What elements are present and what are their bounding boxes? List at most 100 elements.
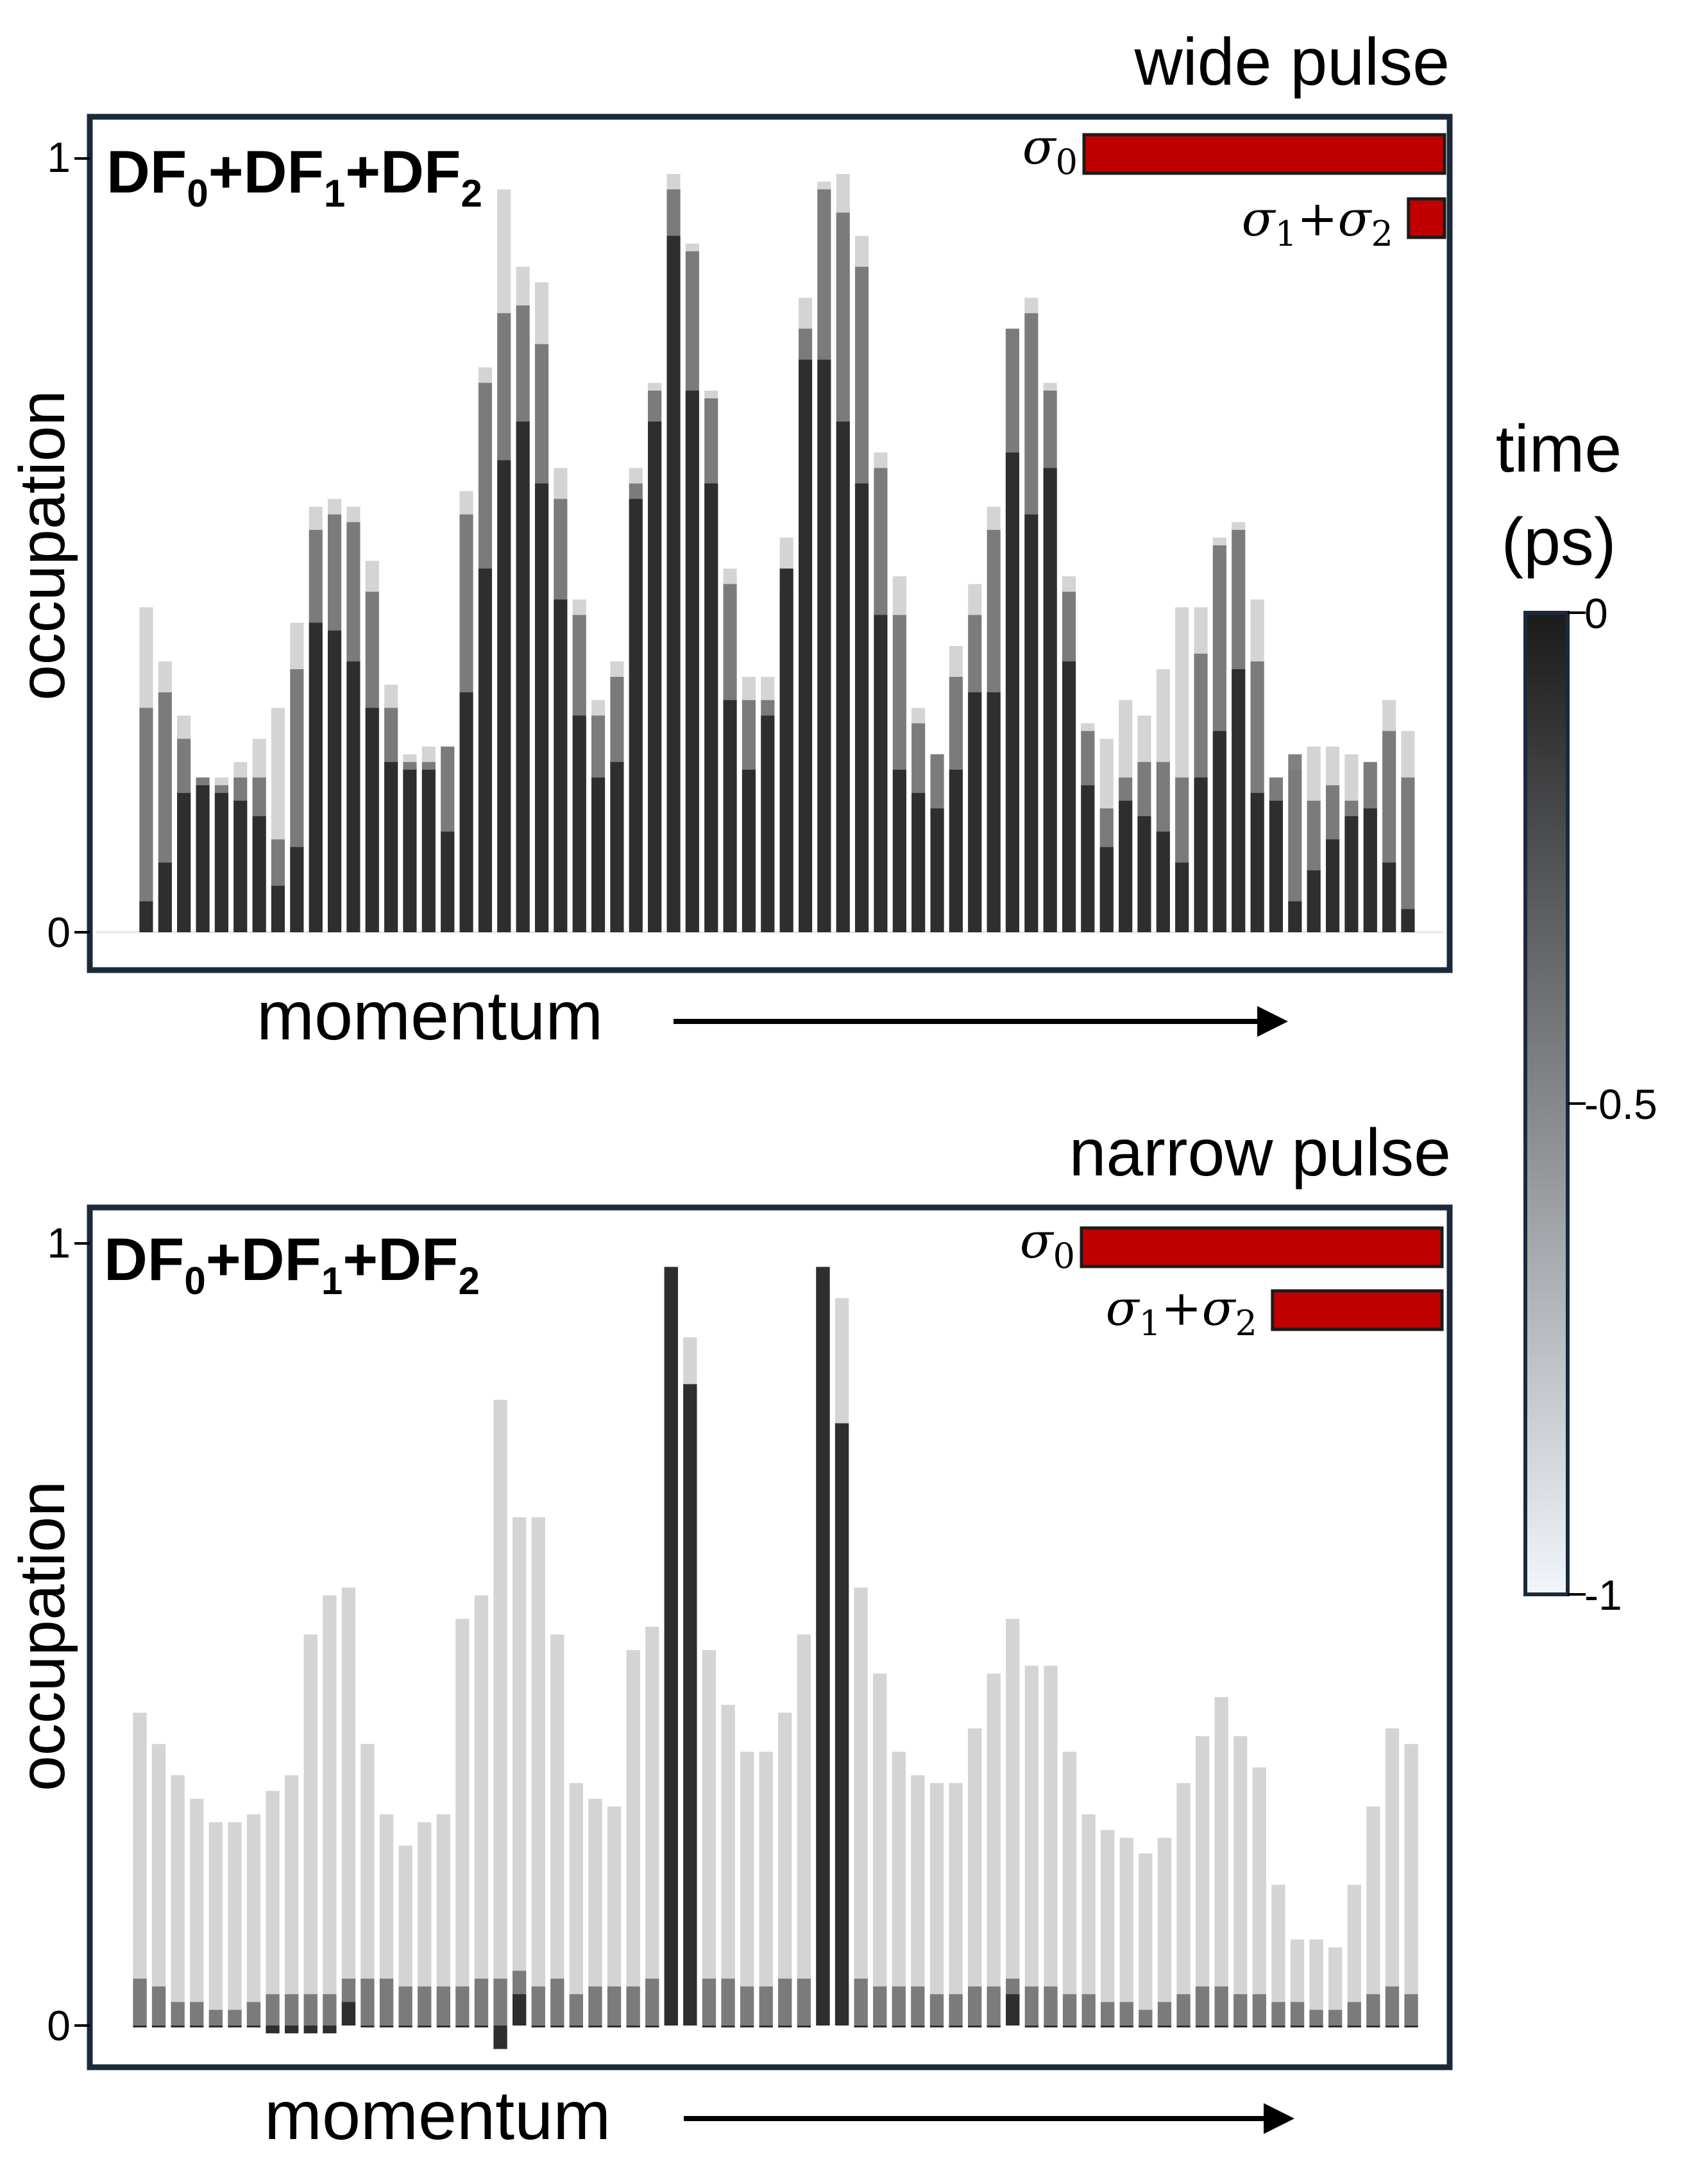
- bar: [151, 1986, 166, 2026]
- bar: [987, 1986, 1001, 2026]
- bar: [1119, 2026, 1133, 2027]
- bar: [531, 1986, 545, 2026]
- bar: [648, 422, 662, 932]
- bar: [1290, 2026, 1305, 2027]
- bar: [1344, 816, 1359, 932]
- bar: [1309, 2009, 1323, 2026]
- colorbar-ticks: 0 -0.5 -1: [1568, 590, 1657, 1619]
- bar: [1214, 2026, 1228, 2027]
- y-tick-0: 0: [47, 909, 71, 956]
- bar: [1347, 1884, 1361, 2026]
- bar: [854, 2026, 868, 2027]
- bar: [1404, 1744, 1418, 2026]
- bar: [873, 2026, 887, 2027]
- sigma12-bar: [1271, 1289, 1444, 1331]
- bar: [723, 700, 737, 932]
- colorbar-gradient: [1523, 611, 1570, 1596]
- bar: [817, 359, 831, 932]
- bar: [740, 1752, 754, 2026]
- bar: [892, 1986, 906, 2026]
- bar: [133, 2026, 147, 2027]
- bar: [1212, 731, 1226, 932]
- bar: [797, 1978, 811, 2026]
- bar: [1157, 2002, 1172, 2026]
- bar: [436, 1814, 450, 2026]
- bar: [133, 1978, 147, 2026]
- bar: [285, 1775, 299, 2026]
- colorbar-title-line1: time: [1496, 412, 1622, 486]
- panel-title: wide pulse: [1134, 25, 1450, 99]
- bar: [1156, 832, 1170, 932]
- bar: [346, 661, 360, 932]
- bar: [158, 862, 172, 932]
- bar: [1347, 2002, 1361, 2026]
- bar: [873, 1986, 887, 2026]
- bar: [341, 2002, 356, 2026]
- bar: [1139, 1853, 1153, 2026]
- bar: [196, 785, 210, 932]
- bar: [1081, 785, 1095, 932]
- bar: [455, 1986, 470, 2026]
- bar: [303, 1994, 318, 2026]
- bar: [987, 692, 1001, 932]
- bar: [497, 460, 511, 932]
- bar: [1328, 2009, 1343, 2026]
- colorbar-tick-label: -1: [1584, 1571, 1622, 1619]
- bar: [1385, 1986, 1400, 2026]
- bar: [1328, 2026, 1343, 2027]
- bar: [1101, 2002, 1115, 2026]
- bar: [1101, 2026, 1115, 2027]
- bar: [1081, 2026, 1096, 2027]
- colorbar: time (ps) 0 -0.5 -1: [1496, 412, 1657, 1619]
- bar: [929, 1783, 944, 2026]
- bar: [228, 2026, 242, 2027]
- bar: [1252, 1767, 1266, 2026]
- colorbar-tick-label: -0.5: [1584, 1080, 1657, 1128]
- bar: [550, 1978, 564, 2026]
- bar: [588, 1986, 602, 2026]
- bar: [702, 2026, 716, 2027]
- bar: [987, 1673, 1001, 2026]
- bar: [1232, 669, 1246, 932]
- bar: [360, 1744, 375, 2026]
- bar: [190, 1798, 204, 2026]
- bar: [190, 2002, 204, 2026]
- bar: [892, 2026, 906, 2027]
- bar: [929, 1994, 944, 2026]
- bar: [1271, 1884, 1285, 2026]
- bar: [1176, 1994, 1191, 2026]
- bar: [968, 692, 982, 932]
- bar: [323, 1994, 337, 2026]
- bar: [1271, 2026, 1285, 2027]
- bar: [550, 1634, 564, 2026]
- bar: [816, 1267, 830, 2026]
- x-axis-label: momentum: [264, 2076, 611, 2154]
- bar: [384, 762, 398, 932]
- svg-text:σ1+σ2: σ1+σ2: [1242, 190, 1393, 254]
- panel-title: narrow pulse: [1069, 1116, 1451, 1190]
- bar: [1062, 661, 1076, 932]
- bar: [949, 2026, 963, 2027]
- bar: [208, 2026, 223, 2027]
- bar: [949, 769, 963, 932]
- bar: [1214, 1986, 1228, 2026]
- bar: [778, 1712, 792, 2026]
- bar: [1347, 2026, 1361, 2027]
- bar: [360, 2026, 375, 2027]
- bar: [1401, 909, 1415, 932]
- svg-text:σ0: σ0: [1020, 1212, 1075, 1276]
- bar: [1288, 901, 1302, 932]
- bar: [151, 2026, 166, 2027]
- bar: [455, 1619, 470, 2026]
- bar: [1233, 1736, 1248, 2026]
- bar: [1176, 1783, 1191, 2026]
- bar: [607, 1806, 622, 2026]
- bar: [459, 692, 473, 932]
- bar: [1290, 2002, 1305, 2026]
- bar: [645, 1978, 659, 2026]
- bar: [1157, 2026, 1172, 2027]
- bar: [478, 568, 492, 932]
- bar: [493, 2026, 507, 2049]
- bar: [1326, 839, 1340, 932]
